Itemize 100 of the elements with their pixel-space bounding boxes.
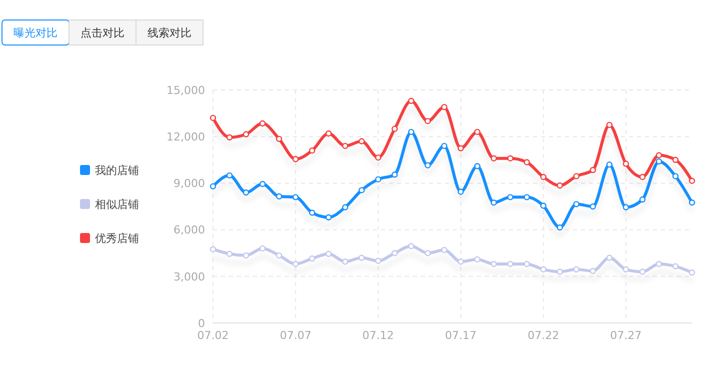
- point: [326, 250, 332, 257]
- point: [606, 161, 613, 168]
- point: [441, 246, 448, 254]
- point: [210, 246, 216, 252]
- point: [358, 138, 365, 144]
- point: [474, 163, 480, 170]
- point: [226, 134, 233, 140]
- point: [342, 142, 348, 150]
- point: [342, 204, 348, 210]
- point: [242, 131, 250, 138]
- legend-label: 我的店铺: [95, 164, 139, 177]
- x-tick-label: 07.27: [610, 329, 642, 342]
- point: [556, 182, 563, 189]
- point: [573, 173, 580, 180]
- point: [309, 210, 316, 216]
- point: [458, 145, 464, 152]
- point: [375, 258, 382, 264]
- point: [210, 183, 216, 190]
- point: [392, 172, 398, 178]
- point: [210, 114, 216, 122]
- y-tick-label: 3,000: [174, 270, 205, 284]
- point: [540, 202, 546, 209]
- text: 点击对比: [80, 26, 124, 40]
- point: [688, 269, 696, 276]
- point: [622, 266, 630, 273]
- point: [672, 263, 679, 270]
- point: [309, 255, 316, 262]
- y-tick-label: 0: [198, 316, 205, 330]
- point: [375, 176, 382, 182]
- point: [358, 254, 365, 261]
- point: [639, 268, 646, 275]
- point: [392, 250, 398, 256]
- point: [259, 245, 266, 252]
- point: [408, 128, 414, 136]
- x-tick-label: 07.02: [197, 329, 229, 342]
- point: [242, 252, 250, 259]
- point: [474, 128, 480, 136]
- point: [507, 260, 514, 268]
- point: [639, 174, 646, 180]
- y-tick-label: 6,000: [174, 224, 205, 237]
- point: [276, 136, 282, 142]
- text: 曝光对比: [14, 26, 58, 40]
- point: [408, 98, 414, 104]
- point: [424, 250, 431, 256]
- point: [556, 224, 563, 231]
- point: [590, 203, 596, 210]
- point: [622, 204, 630, 210]
- point: [672, 156, 679, 163]
- point: [688, 178, 696, 184]
- point: [292, 194, 299, 200]
- x-tick-label: 07.12: [362, 329, 394, 342]
- point: [441, 104, 448, 110]
- point: [490, 155, 497, 162]
- point: [688, 200, 696, 206]
- x-tick-label: 07.07: [280, 329, 312, 342]
- point: [540, 266, 546, 273]
- point: [507, 155, 514, 162]
- point: [408, 243, 414, 250]
- point: [622, 160, 630, 167]
- point: [392, 126, 398, 132]
- point: [242, 189, 250, 196]
- point: [490, 200, 497, 206]
- point: [606, 254, 613, 261]
- point: [326, 130, 332, 137]
- point: [590, 166, 596, 174]
- point: [309, 147, 316, 154]
- point: [656, 260, 662, 268]
- y-tick-label: 12,000: [166, 130, 205, 144]
- point: [573, 201, 580, 208]
- point: [358, 187, 365, 194]
- point: [226, 250, 233, 257]
- point: [441, 142, 448, 150]
- point: [292, 260, 299, 268]
- point: [524, 159, 530, 166]
- point: [656, 152, 662, 158]
- point: [326, 214, 332, 220]
- point: [342, 258, 348, 265]
- point: [292, 156, 299, 162]
- point: [606, 122, 613, 128]
- point: [424, 118, 431, 124]
- point: [474, 256, 480, 262]
- point: [276, 252, 282, 259]
- point: [524, 194, 530, 200]
- point: [490, 260, 497, 268]
- point: [375, 154, 382, 161]
- point: [226, 172, 233, 179]
- point: [639, 196, 646, 203]
- point: [540, 174, 546, 180]
- point: [458, 258, 464, 265]
- point: [259, 120, 266, 126]
- point: [276, 193, 282, 200]
- point: [424, 162, 431, 168]
- x-tick-label: 07.17: [445, 329, 477, 342]
- point: [590, 268, 596, 274]
- x-tick-label: 07.22: [528, 329, 560, 342]
- point: [458, 188, 464, 195]
- legend-label: 相似店铺: [95, 198, 139, 211]
- y-tick-label: 9,000: [174, 177, 205, 190]
- legend-label: 优秀店铺: [95, 232, 139, 245]
- point: [672, 173, 679, 180]
